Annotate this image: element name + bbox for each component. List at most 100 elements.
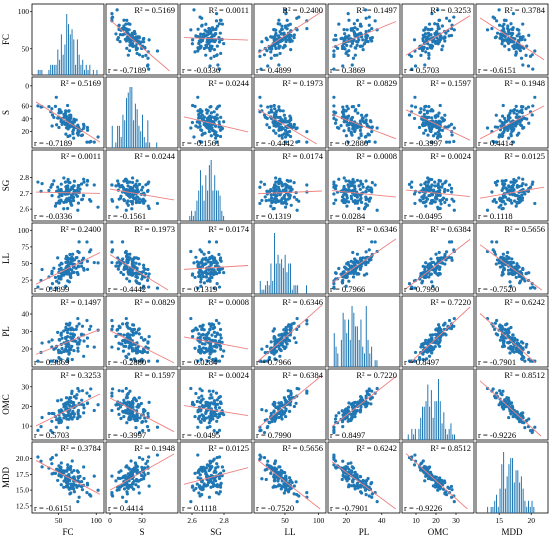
r-label: r = -0.7901 [330, 503, 368, 513]
data-point [269, 188, 273, 193]
histogram-bar [219, 195, 221, 221]
data-point [130, 482, 134, 486]
panel-frame [253, 3, 327, 76]
data-point [137, 36, 141, 40]
data-point [281, 109, 285, 113]
data-point [490, 240, 494, 244]
data-point [332, 457, 336, 461]
data-point [427, 56, 431, 60]
data-point [511, 187, 515, 191]
data-point [133, 265, 137, 269]
data-point [196, 95, 200, 99]
data-point [341, 425, 345, 429]
data-point [346, 53, 350, 57]
data-point [205, 29, 209, 34]
r2-label: R² = 0.0244 [208, 78, 249, 88]
data-point [277, 199, 281, 203]
data-point [67, 180, 71, 185]
data-point [442, 190, 447, 194]
data-point [506, 261, 510, 265]
panel-frame [475, 76, 549, 149]
data-point [282, 188, 286, 193]
data-point [144, 419, 148, 423]
data-point [436, 136, 440, 140]
data-point [424, 261, 428, 265]
data-point [277, 465, 281, 469]
data-point [121, 349, 126, 353]
r-label: r = 0.5703 [404, 65, 439, 75]
data-point [50, 462, 54, 466]
data-point [340, 477, 344, 482]
data-point [215, 462, 219, 466]
r-label: r = 0.7966 [256, 357, 291, 367]
panel-frame [327, 76, 401, 149]
data-point [200, 261, 204, 265]
data-point [216, 63, 220, 67]
data-point [332, 116, 336, 121]
panel-frame [105, 295, 179, 368]
data-point [144, 53, 148, 57]
data-point [195, 482, 199, 486]
histogram-bar [196, 200, 198, 221]
data-point [513, 46, 517, 50]
data-point [140, 465, 144, 469]
data-point [305, 389, 309, 393]
data-point [72, 490, 77, 494]
data-point [117, 197, 121, 201]
data-point [134, 185, 139, 189]
fit-line [331, 21, 397, 48]
data-point [495, 179, 500, 183]
data-point [353, 257, 357, 261]
r-label: r = 0.1319 [256, 211, 291, 221]
data-point [495, 318, 499, 323]
data-point [58, 108, 62, 112]
data-point [209, 411, 213, 416]
data-point [121, 33, 125, 37]
panel-frame [475, 149, 549, 222]
data-point [260, 347, 264, 351]
data-point [452, 15, 456, 19]
r2-label: R² = 0.1948 [134, 443, 175, 453]
data-point [222, 349, 226, 353]
data-point [520, 38, 524, 42]
data-point [212, 256, 217, 260]
data-point [280, 136, 284, 140]
data-point [280, 334, 284, 338]
data-point [117, 341, 121, 345]
data-point [212, 54, 216, 58]
data-point [452, 28, 456, 32]
data-point [115, 261, 119, 265]
data-point [77, 322, 81, 326]
data-point [56, 478, 60, 483]
data-point [199, 277, 203, 281]
data-point [195, 260, 199, 264]
data-point [507, 48, 511, 52]
data-point [57, 421, 61, 425]
r-label: r = 0.4414 [108, 503, 144, 513]
data-point [56, 330, 60, 334]
fit-line [109, 19, 170, 72]
histogram-bar [443, 412, 445, 440]
data-point [491, 15, 495, 19]
data-point [145, 425, 150, 429]
data-point [132, 327, 137, 331]
data-point [74, 190, 78, 194]
data-point [210, 126, 214, 130]
histogram-bar [425, 401, 427, 440]
data-point [193, 414, 197, 419]
data-point [214, 240, 219, 244]
histogram-bar [69, 34, 71, 75]
r-label: r = -0.3997 [404, 138, 442, 148]
histogram-bar [364, 353, 365, 367]
data-point [274, 414, 278, 418]
r-label: r = -0.7901 [478, 357, 516, 367]
data-point [346, 260, 350, 265]
data-point [209, 393, 213, 397]
data-point [430, 116, 434, 120]
data-point [343, 32, 347, 36]
